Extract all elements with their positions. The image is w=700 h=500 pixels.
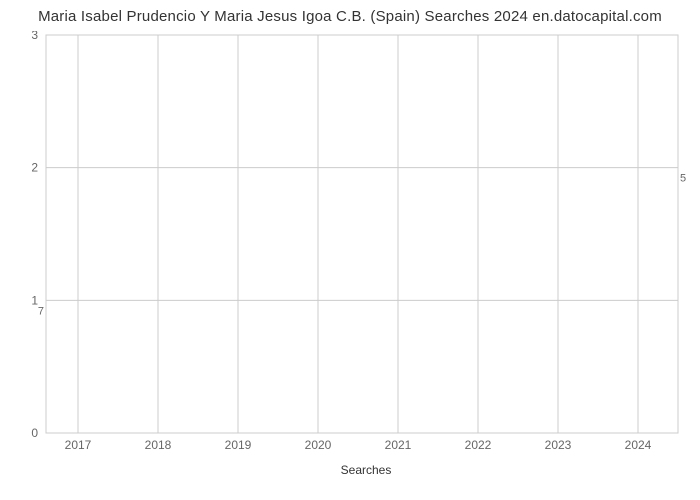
svg-text:3: 3 — [31, 31, 38, 42]
svg-text:0: 0 — [31, 426, 38, 440]
chart-title: Maria Isabel Prudencio Y Maria Jesus Igo… — [10, 8, 690, 25]
svg-text:2019: 2019 — [225, 438, 252, 452]
svg-text:2020: 2020 — [305, 438, 332, 452]
svg-text:2023: 2023 — [545, 438, 572, 452]
legend-label: Searches — [341, 463, 392, 477]
svg-text:2: 2 — [31, 161, 38, 175]
svg-text:2022: 2022 — [465, 438, 492, 452]
chart-svg: 01232017201820192020202120222023202475 — [10, 31, 690, 461]
svg-text:2017: 2017 — [65, 438, 92, 452]
chart-container: Maria Isabel Prudencio Y Maria Jesus Igo… — [0, 0, 700, 500]
legend: Searches — [10, 463, 690, 477]
svg-text:2018: 2018 — [145, 438, 172, 452]
chart-area: 01232017201820192020202120222023202475 — [10, 31, 690, 461]
svg-text:7: 7 — [38, 305, 44, 317]
svg-text:2021: 2021 — [385, 438, 412, 452]
legend-swatch — [309, 469, 335, 472]
svg-text:5: 5 — [680, 173, 686, 185]
svg-text:2024: 2024 — [625, 438, 652, 452]
